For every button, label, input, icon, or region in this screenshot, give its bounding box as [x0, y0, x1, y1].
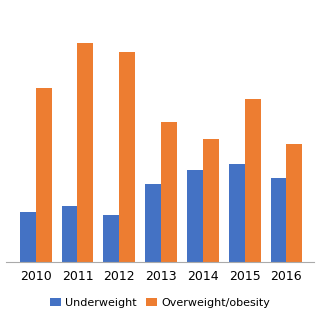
- Bar: [61, 206, 77, 262]
- Bar: [145, 184, 161, 262]
- Bar: [286, 144, 302, 262]
- Bar: [119, 52, 135, 262]
- Bar: [77, 43, 93, 262]
- Bar: [229, 164, 244, 262]
- Bar: [244, 100, 260, 262]
- Bar: [187, 170, 203, 262]
- Bar: [203, 139, 219, 262]
- Bar: [270, 178, 286, 262]
- Legend: Underweight, Overweight/obesity: Underweight, Overweight/obesity: [45, 293, 275, 312]
- Bar: [161, 122, 177, 262]
- Bar: [103, 215, 119, 262]
- Bar: [20, 212, 36, 262]
- Bar: [36, 88, 52, 262]
